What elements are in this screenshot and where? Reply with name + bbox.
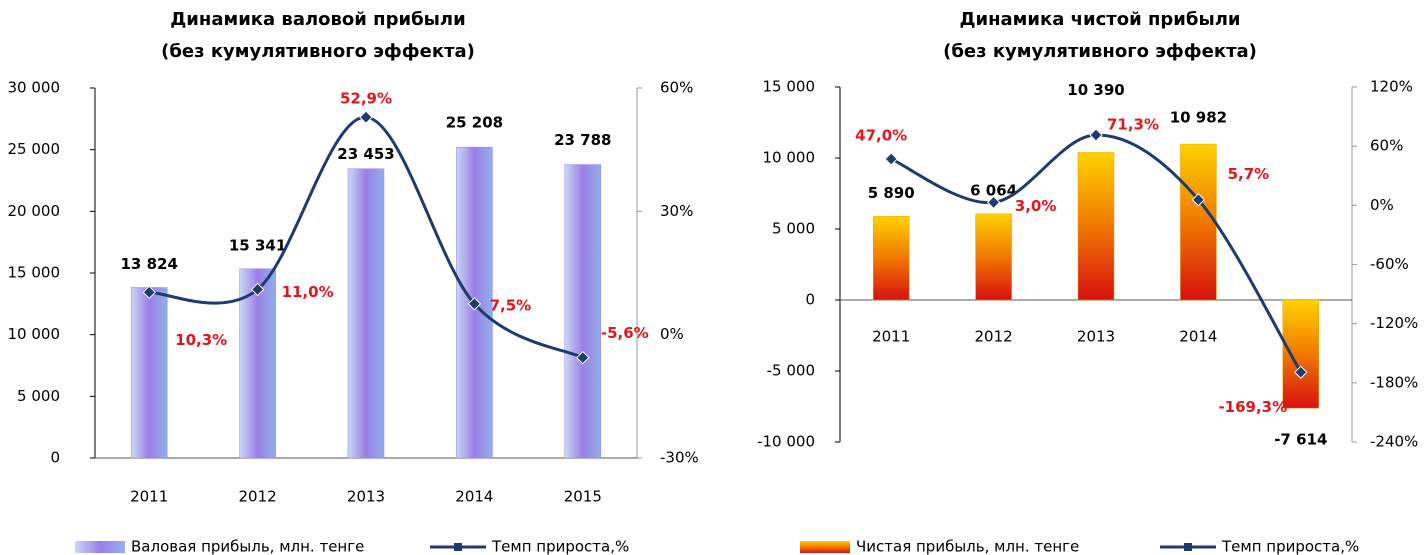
bar-label: 10 982 bbox=[1170, 109, 1227, 127]
y-tick-label: 15 000 bbox=[763, 78, 816, 96]
y-tick-label: 25 000 bbox=[8, 140, 61, 158]
y2-tick-label: -120% bbox=[1370, 314, 1418, 332]
x-tick-label: 2013 bbox=[1077, 328, 1115, 346]
y-tick-label: 30 000 bbox=[8, 79, 61, 97]
bar bbox=[1180, 143, 1217, 301]
line bbox=[890, 133, 1303, 374]
bar-label: 23 788 bbox=[554, 131, 611, 149]
chart-title: Динамика валовой прибыли bbox=[170, 9, 465, 30]
legend-label: Темп прироста,% bbox=[491, 538, 629, 555]
line-marker bbox=[986, 195, 1001, 210]
bar-label: 23 453 bbox=[337, 145, 394, 163]
line-label: 5,7% bbox=[1228, 165, 1270, 183]
line-label: 52,9% bbox=[340, 90, 392, 108]
y2-tick-label: 120% bbox=[1370, 78, 1413, 96]
bar bbox=[1077, 152, 1115, 301]
y-tick-label: 5 000 bbox=[17, 387, 60, 405]
line-marker bbox=[576, 350, 590, 365]
legend-label: Валовая прибыль, млн. тенге bbox=[131, 538, 364, 555]
bar-label: 10 390 bbox=[1067, 81, 1124, 99]
x-tick-label: 2013 bbox=[347, 488, 385, 506]
y-tick-label: 10 000 bbox=[8, 325, 61, 343]
legend-marker bbox=[1184, 543, 1192, 551]
line-label: 3,0% bbox=[1015, 197, 1057, 215]
bar-label: -7 614 bbox=[1274, 431, 1327, 449]
line-marker bbox=[250, 282, 265, 297]
x-tick-label: 2011 bbox=[130, 488, 168, 506]
chart: Динамика валовой прибыли (без кумулятивно… bbox=[8, 9, 699, 555]
chart: Динамика чистой прибыли (без кумулятивног… bbox=[757, 9, 1418, 555]
x-tick-label: 2012 bbox=[975, 328, 1013, 346]
legend-label: Чистая прибыль, млн. тенге bbox=[856, 538, 1079, 555]
line-marker bbox=[467, 297, 482, 311]
y-tick-label: 5 000 bbox=[772, 220, 815, 238]
legend-label: Темп прироста,% bbox=[1221, 538, 1359, 555]
line-marker bbox=[1294, 365, 1308, 379]
y2-tick-label: 30% bbox=[660, 202, 693, 220]
legend-swatch bbox=[75, 541, 125, 553]
bar-label: 25 208 bbox=[446, 114, 503, 132]
y-tick-label: 0 bbox=[50, 449, 60, 467]
legend-swatch bbox=[800, 541, 850, 553]
bar bbox=[130, 287, 168, 459]
chart-subtitle: (без кумулятивного эффекта) bbox=[161, 41, 475, 62]
x-tick-label: 2014 bbox=[455, 488, 493, 506]
bar bbox=[347, 168, 385, 459]
line-label: 47,0% bbox=[855, 126, 907, 144]
line-marker bbox=[884, 152, 898, 166]
bar bbox=[872, 216, 910, 301]
y2-tick-label: -180% bbox=[1370, 373, 1418, 391]
x-tick-label: 2011 bbox=[872, 328, 910, 346]
y-tick-label: 20 000 bbox=[8, 202, 61, 220]
y-tick-label: -10 000 bbox=[757, 433, 815, 451]
bar-label: 6 064 bbox=[970, 181, 1017, 199]
y2-tick-label: 0% bbox=[1370, 196, 1394, 214]
bar bbox=[1282, 299, 1320, 409]
bar bbox=[975, 213, 1012, 301]
y2-tick-label: -240% bbox=[1370, 433, 1418, 451]
chart-title: Динамика чистой прибыли bbox=[959, 9, 1240, 30]
legend-marker bbox=[454, 543, 462, 551]
y-tick-label: 0 bbox=[805, 291, 815, 309]
y-tick-label: 10 000 bbox=[763, 149, 816, 167]
x-tick-label: 2015 bbox=[564, 488, 602, 506]
line-label: -169,3% bbox=[1218, 398, 1287, 416]
line-label: 71,3% bbox=[1107, 116, 1159, 134]
y2-tick-label: 60% bbox=[660, 79, 693, 97]
line-marker bbox=[1191, 193, 1206, 207]
line-label: -5,6% bbox=[601, 324, 649, 342]
line-label: 7,5% bbox=[490, 296, 532, 314]
x-tick-label: 2014 bbox=[1179, 328, 1217, 346]
y2-tick-label: -30% bbox=[660, 449, 699, 467]
chart-subtitle: (без кумулятивного эффекта) bbox=[943, 41, 1257, 62]
bar-label: 5 890 bbox=[868, 184, 915, 202]
line-label: 11,0% bbox=[282, 283, 334, 301]
line-marker bbox=[142, 285, 156, 300]
bar-label: 13 824 bbox=[120, 255, 177, 273]
bar bbox=[564, 164, 602, 459]
y2-tick-label: -60% bbox=[1370, 255, 1409, 273]
y-tick-label: -5 000 bbox=[767, 362, 815, 380]
bar-label: 15 341 bbox=[229, 236, 286, 254]
bar bbox=[239, 268, 276, 459]
x-tick-label: 2012 bbox=[239, 488, 277, 506]
y2-tick-label: 0% bbox=[660, 325, 684, 343]
line-marker bbox=[1089, 128, 1103, 142]
y-tick-label: 15 000 bbox=[8, 264, 61, 282]
y2-tick-label: 60% bbox=[1370, 137, 1403, 155]
line-label: 10,3% bbox=[175, 331, 227, 349]
line-marker bbox=[359, 110, 373, 124]
